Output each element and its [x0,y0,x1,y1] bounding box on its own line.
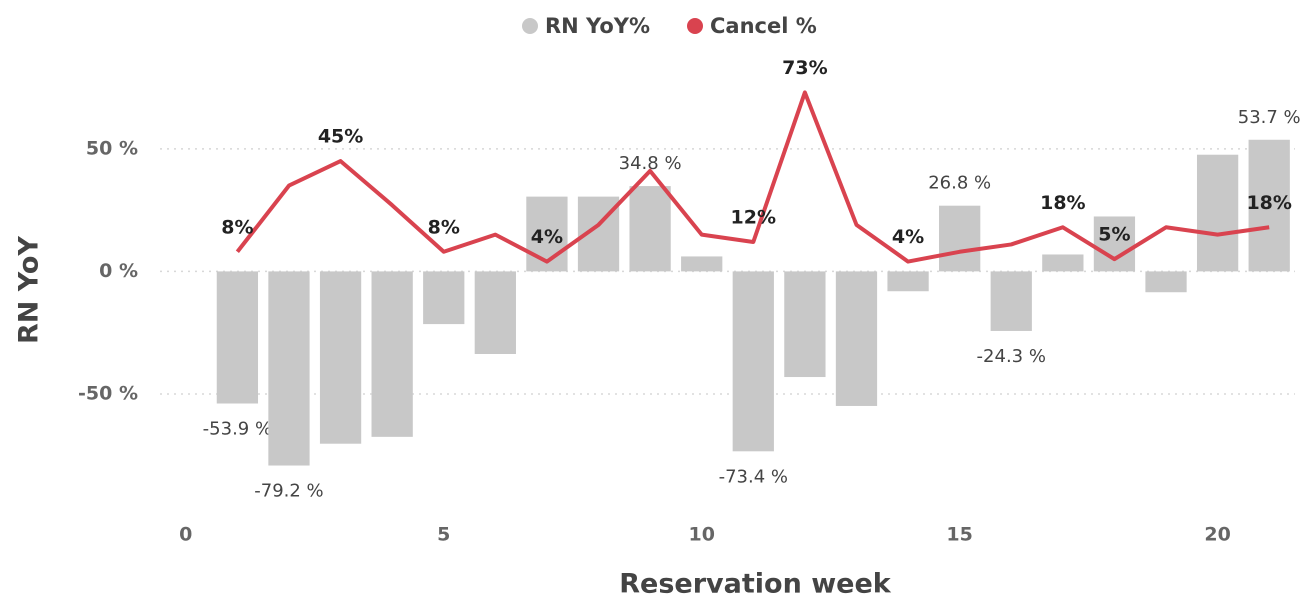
line-value-label: 4% [531,226,563,248]
bar [371,271,413,437]
legend-label: RN YoY% [545,14,650,38]
line-value-label: 45% [318,126,363,148]
bar [1093,216,1136,272]
bar [526,196,568,272]
y-tick-label: 0 % [99,260,138,282]
x-tick-label: 5 [437,524,450,546]
bar-value-label: -79.2 % [254,481,323,502]
bar [990,271,1032,331]
line-value-label: 18% [1246,192,1291,214]
line-value-label: 4% [892,226,924,248]
line-value-label: 5% [1098,224,1130,246]
y-axis-title: RN YoY [14,236,45,344]
x-tick-label: 15 [946,524,972,546]
bar [1145,271,1187,293]
bar [216,271,259,404]
bar [474,271,516,354]
x-axis-title: Reservation week [619,569,892,600]
bar-value-label: -73.4 % [719,466,788,487]
line-value-label: 12% [731,206,776,228]
bar [835,271,878,406]
bar [1248,139,1290,272]
bar [732,271,774,452]
bar [319,271,362,444]
line-value-label: 8% [428,216,460,238]
line-value-label: 18% [1040,192,1085,214]
bar [784,271,826,378]
bar [1196,154,1239,272]
y-tick-label: 50 % [86,137,138,159]
y-tick-label: -50 % [78,382,138,404]
bar [939,205,981,272]
line [235,90,1270,264]
line-value-label: 73% [782,57,827,79]
x-tick-label: 20 [1204,524,1230,546]
bar [681,256,723,272]
x-tick-label: 0 [179,524,192,546]
line-value-label: 8% [221,216,253,238]
bar [268,271,310,466]
legend-label: Cancel % [710,14,817,38]
legend-marker [522,18,538,34]
x-tick-label: 10 [688,524,714,546]
bar-value-label: 53.7 % [1238,107,1301,128]
bar [423,271,465,325]
bar-value-label: 34.8 % [619,153,682,174]
bar [629,186,671,272]
bar-value-label: -24.3 % [977,346,1046,367]
legend-marker [687,18,703,34]
bar [887,271,929,292]
bar [1042,254,1084,272]
bar-value-label: 26.8 % [928,173,991,194]
bar-value-label: -53.9 % [203,419,272,440]
